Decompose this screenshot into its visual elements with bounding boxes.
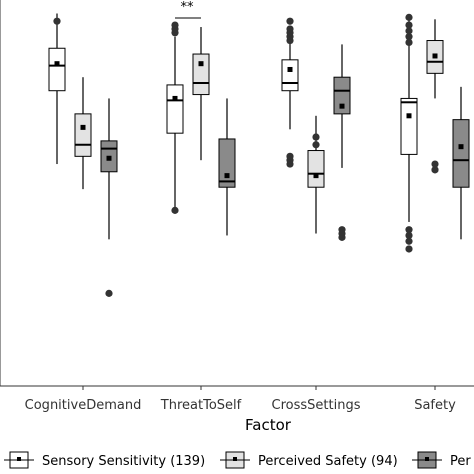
boxes-layer xyxy=(48,13,470,297)
box-crosssettings-s2-outlier-2 xyxy=(338,226,346,234)
x-tick-label-cognitivedemand: CognitiveDemand xyxy=(25,398,142,413)
box-safety-s2-iqr xyxy=(452,119,470,188)
significance-annotation: ** xyxy=(181,0,195,15)
box-safety-s2-mean xyxy=(458,144,464,150)
x-ticks: CognitiveDemand ThreatToSelf CrossSettings… xyxy=(25,386,456,413)
box-crosssettings-s0-iqr xyxy=(281,59,299,92)
box-crosssettings-s1-outlier-1 xyxy=(312,133,320,141)
box-safety-s0-outlier-8 xyxy=(405,13,413,21)
box-crosssettings-s2-iqr xyxy=(333,76,351,115)
legend-item-perceived-safety: Perceived Safety (94) xyxy=(220,451,398,469)
box-crosssettings-s0-outlier-6 xyxy=(286,25,294,33)
legend-item-sensory-sensitivity: Sensory Sensitivity (139) xyxy=(4,451,205,469)
box-cognitivedemand-s0-outlier-0 xyxy=(53,17,61,25)
box-crosssettings-s1-iqr xyxy=(307,150,325,188)
box-safety-s0-outlier-1 xyxy=(405,237,413,245)
box-threattoself-s0-mean xyxy=(172,95,178,101)
box-cognitivedemand-s2 xyxy=(100,98,118,297)
box-safety-s0-mean xyxy=(406,113,412,119)
box-cognitivedemand-s0-iqr xyxy=(48,47,66,92)
box-safety-s0 xyxy=(400,13,418,253)
box-safety-s0-outlier-0 xyxy=(405,245,413,253)
box-safety-s0-outlier-4 xyxy=(405,38,413,47)
box-crosssettings-s1-outlier-0 xyxy=(312,141,320,149)
box-crosssettings-s2 xyxy=(333,44,351,241)
box-crosssettings-s0-outlier-7 xyxy=(286,17,294,25)
box-threattoself-s0-outlier-0 xyxy=(171,206,179,214)
box-safety-s0-outlier-3 xyxy=(405,226,413,234)
box-cognitivedemand-s0 xyxy=(48,13,66,165)
legend-item-perceived-insecurity: Per xyxy=(412,451,471,469)
box-threattoself-s2-mean xyxy=(224,173,230,179)
box-crosssettings-s1 xyxy=(307,115,325,234)
x-axis-title: Factor xyxy=(245,416,292,434)
box-cognitivedemand-s0-mean xyxy=(54,61,60,67)
box-threattoself-s1-mean xyxy=(198,61,204,67)
box-threattoself-s2-iqr xyxy=(218,138,236,188)
legend: Sensory Sensitivity (139) Perceived Safe… xyxy=(4,451,471,469)
box-safety-s1-mean xyxy=(432,53,438,59)
legend-label-sensory-sensitivity: Sensory Sensitivity (139) xyxy=(42,454,205,469)
box-safety-s1-outlier-0 xyxy=(431,166,439,174)
box-safety-s0-outlier-6 xyxy=(405,27,413,35)
x-tick-label-threattoself: ThreatToSelf xyxy=(160,398,242,413)
box-threattoself-s0-iqr xyxy=(166,84,184,134)
box-cognitivedemand-s2-mean xyxy=(106,155,112,161)
x-tick-label-crosssettings: CrossSettings xyxy=(272,398,361,413)
legend-label-perceived-insecurity: Per xyxy=(450,454,471,469)
box-threattoself-s0-outlier-3 xyxy=(171,21,179,29)
box-safety-s0-iqr xyxy=(400,97,418,155)
box-crosssettings-s0-outlier-2 xyxy=(286,152,294,160)
box-cognitivedemand-s1-mean xyxy=(80,124,86,130)
box-safety-s0-outlier-2 xyxy=(405,231,413,240)
box-safety-s0-outlier-5 xyxy=(405,33,413,41)
x-tick-label-safety: Safety xyxy=(414,398,456,413)
box-safety-s1-outlier-1 xyxy=(431,160,439,168)
box-threattoself-s1-iqr xyxy=(192,53,210,96)
box-crosssettings-s1-mean xyxy=(313,173,319,179)
box-threattoself-s2 xyxy=(218,98,236,236)
legend-label-perceived-safety: Perceived Safety (94) xyxy=(258,454,398,469)
box-crosssettings-s2-mean xyxy=(339,103,345,109)
box-safety-s0-outlier-7 xyxy=(405,21,413,29)
box-cognitivedemand-s1 xyxy=(74,77,92,190)
box-threattoself-s1 xyxy=(192,27,210,161)
box-crosssettings-s0-mean xyxy=(287,66,293,72)
box-cognitivedemand-s2-outlier-0 xyxy=(105,289,113,297)
box-safety-s2 xyxy=(452,86,470,240)
box-crosssettings-s0 xyxy=(281,17,299,168)
box-cognitivedemand-s1-iqr xyxy=(74,113,92,157)
box-safety-s1 xyxy=(426,19,444,174)
box-threattoself-s0 xyxy=(166,21,184,214)
